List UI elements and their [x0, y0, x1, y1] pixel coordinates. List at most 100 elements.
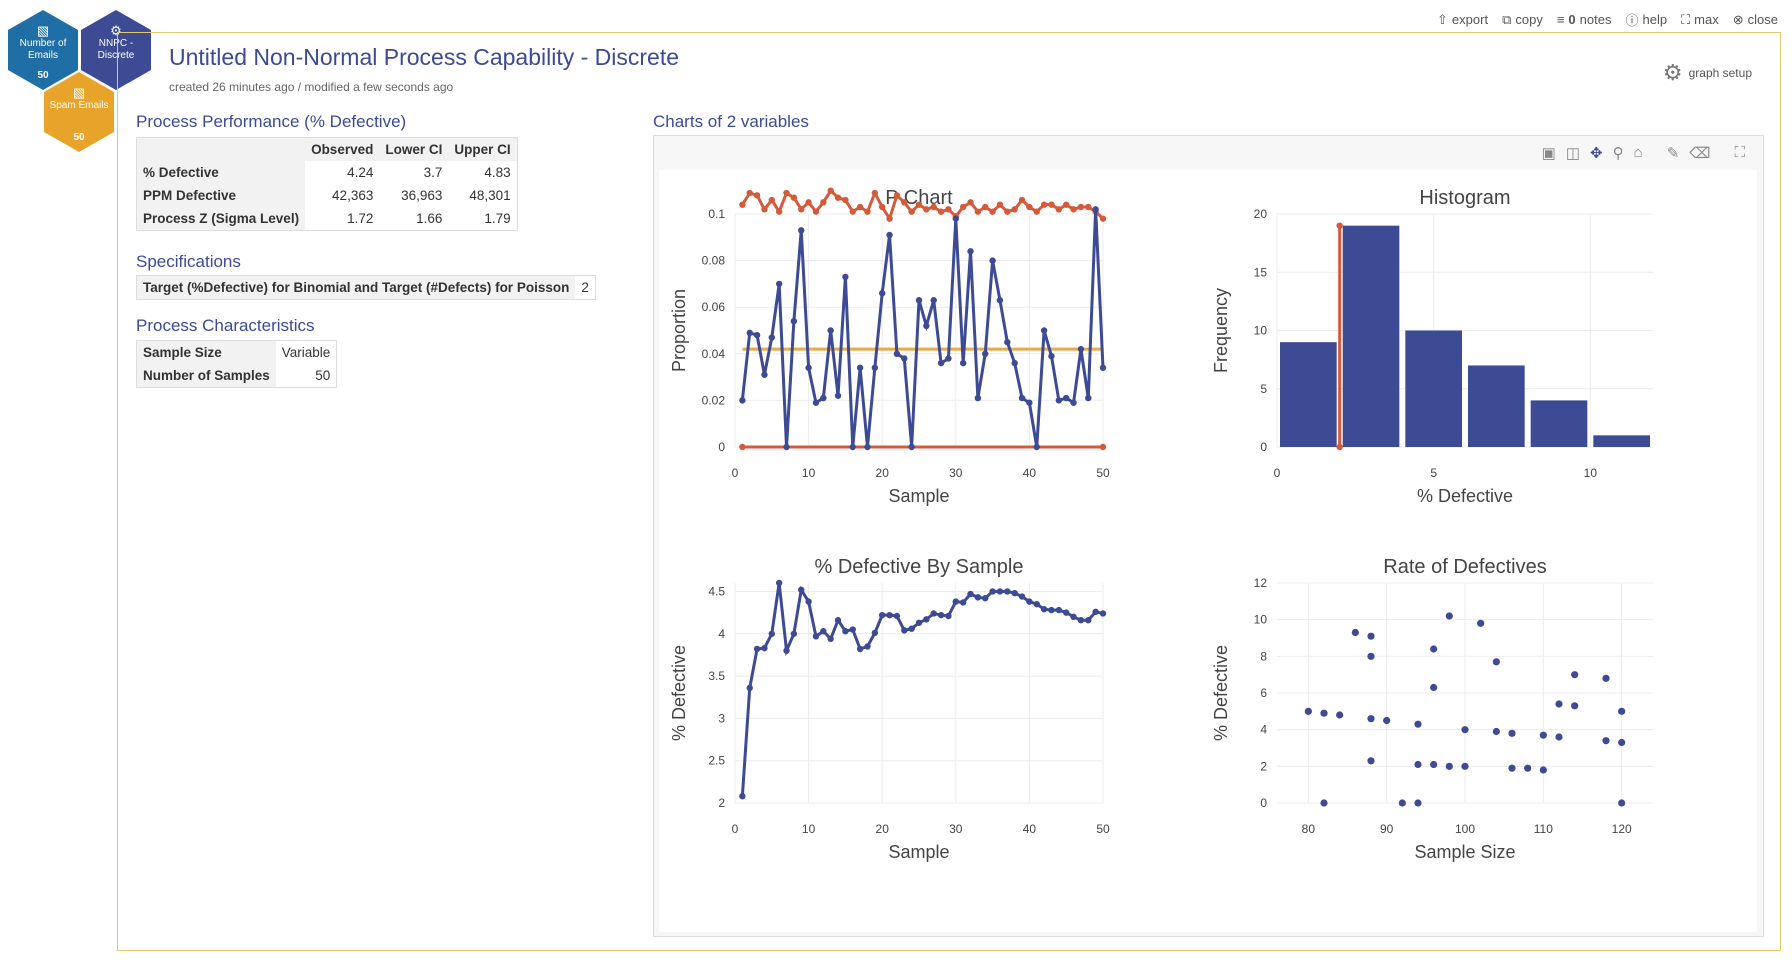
cell-value: 4.24 — [305, 161, 380, 184]
chart-canvas: P Chart Sample Proportion 0 0.02 0.04 0.06 0.08… — [659, 170, 1757, 932]
x-tick-label: 20 — [876, 822, 890, 836]
data-point — [761, 371, 768, 378]
data-point — [1033, 208, 1040, 215]
table-header-row: Observed Lower CI Upper CI — [136, 137, 518, 161]
data-point — [1077, 203, 1085, 211]
copy-button[interactable]: ⧉ copy — [1502, 10, 1543, 29]
data-point — [1040, 201, 1048, 208]
characteristics-table: Sample Size Variable Number of Samples 5… — [136, 340, 338, 388]
y-tick-label: 0 — [1260, 440, 1267, 454]
data-point — [856, 203, 864, 211]
x-tick-label: 50 — [1096, 822, 1110, 836]
x-tick-label: 40 — [1023, 466, 1037, 480]
export-button[interactable]: ⇧ export — [1437, 10, 1488, 29]
y-tick-label: 0.04 — [702, 347, 726, 361]
data-point — [798, 227, 805, 234]
charts-heading: Charts of 2 variables — [653, 112, 809, 131]
column-header: Lower CI — [379, 137, 449, 161]
data-point — [864, 643, 871, 650]
cell-value: 50 — [275, 364, 337, 388]
cell-value: 4.83 — [448, 161, 518, 184]
hex-label: NNPC - Discrete — [97, 38, 135, 61]
page-title[interactable]: Untitled Non-Normal Process Capability -… — [169, 44, 679, 70]
data-point — [1063, 609, 1070, 616]
data-point — [886, 215, 893, 222]
scatter-point — [1367, 757, 1375, 765]
data-point — [842, 273, 849, 281]
eraser-icon[interactable]: ⌫ — [1689, 145, 1711, 162]
y-axis-label: % Defective — [1211, 645, 1231, 741]
data-point — [783, 443, 790, 451]
fullscreen-icon[interactable]: ⛶ — [1734, 144, 1745, 161]
data-point — [790, 630, 798, 637]
export-label: export — [1451, 12, 1489, 27]
data-point — [1033, 600, 1040, 608]
data-point — [1004, 338, 1011, 346]
y-tick-label: 0.02 — [702, 393, 726, 407]
save-icon[interactable]: ◫ — [1565, 145, 1581, 162]
data-point — [930, 610, 937, 617]
data-point — [798, 586, 805, 593]
x-tick-label: 120 — [1612, 822, 1632, 836]
data-point — [798, 206, 805, 213]
data-point — [805, 199, 812, 206]
data-point — [1048, 352, 1055, 360]
scatter-point — [1602, 674, 1610, 682]
help-label: help — [1642, 12, 1668, 27]
x-tick-label: 40 — [1023, 822, 1037, 836]
data-point — [864, 443, 871, 451]
copy-icon: ⧉ — [1502, 11, 1512, 27]
export-icon: ⇧ — [1437, 11, 1448, 27]
data-point — [871, 364, 879, 371]
data-point — [1077, 345, 1085, 353]
graph-setup-button[interactable]: ⚙ graph setup — [1663, 60, 1752, 86]
home-icon[interactable]: ⌂ — [1633, 144, 1643, 161]
hex-number-of-emails[interactable]: ▧ Number of Emails 50 — [8, 10, 78, 90]
data-point — [739, 793, 746, 800]
data-point — [915, 619, 923, 626]
scatter-point — [1524, 764, 1532, 772]
data-point — [775, 280, 783, 288]
data-point — [901, 355, 908, 362]
scatter-point — [1461, 762, 1469, 770]
top-toolbar: ⇧ export ⧉ copy ≡ 0 notes ⓘ help ⛶ max ⊗ close — [1437, 10, 1778, 29]
help-button[interactable]: ⓘ help — [1625, 10, 1667, 29]
data-point — [871, 189, 879, 197]
scatter-point — [1367, 652, 1375, 660]
data-point — [842, 628, 849, 635]
scatter-point — [1414, 799, 1422, 807]
data-point — [967, 199, 974, 206]
data-point — [1055, 206, 1063, 213]
data-point — [775, 579, 783, 587]
notes-button[interactable]: ≡ 0 notes — [1557, 10, 1612, 29]
pan-icon[interactable]: ✥ — [1590, 145, 1603, 162]
chart-title: % Defective By Sample — [815, 556, 1024, 578]
camera-icon[interactable]: ▣ — [1541, 145, 1556, 162]
x-axis-label: Sample — [888, 486, 949, 506]
close-button[interactable]: ⊗ close — [1733, 10, 1778, 29]
data-point — [856, 645, 864, 653]
histogram-bar — [1405, 330, 1462, 447]
y-axis-label: Proportion — [669, 289, 689, 372]
x-tick-label: 0 — [732, 466, 739, 480]
data-point — [775, 208, 783, 215]
specifications-table: Target (%Defective) for Binomial and Tar… — [136, 275, 596, 300]
y-tick-label: 6 — [1260, 686, 1267, 700]
scatter-point — [1383, 716, 1391, 725]
data-point — [834, 392, 842, 399]
data-point — [1070, 613, 1077, 621]
copy-label: copy — [1515, 12, 1543, 27]
cell-value: 1.72 — [305, 207, 380, 231]
hex-spam-emails[interactable]: ▧ Spam Emails 50 — [44, 72, 114, 152]
max-button[interactable]: ⛶ max — [1681, 10, 1719, 29]
data-point — [945, 355, 952, 362]
cumulative-series — [740, 582, 1104, 797]
data-point — [989, 208, 996, 215]
corner-cell — [136, 137, 306, 161]
data-point — [1040, 606, 1048, 613]
pencil-icon[interactable]: ✎ — [1666, 145, 1680, 162]
scatter-point — [1618, 799, 1626, 807]
table-row: PPM Defective 42,363 36,963 48,301 — [136, 184, 518, 207]
data-point — [783, 189, 790, 197]
zoom-icon[interactable]: ⚲ — [1612, 145, 1624, 162]
